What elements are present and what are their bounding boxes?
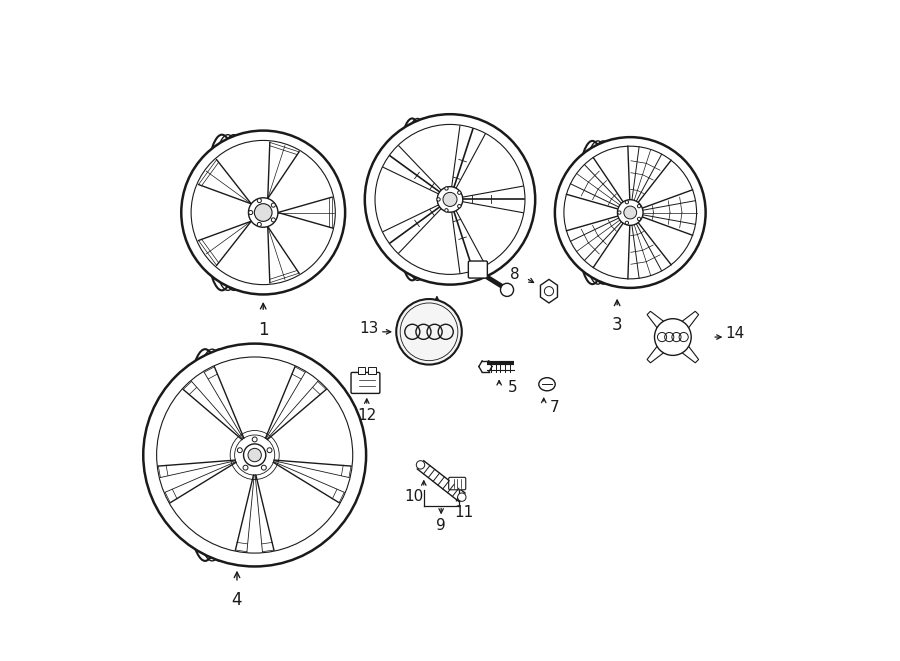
Circle shape — [445, 209, 448, 212]
Circle shape — [624, 206, 636, 219]
Circle shape — [238, 447, 242, 453]
Text: 13: 13 — [359, 321, 378, 336]
Ellipse shape — [181, 131, 345, 294]
Ellipse shape — [191, 140, 336, 285]
Ellipse shape — [143, 344, 366, 566]
Text: 7: 7 — [550, 400, 560, 414]
Circle shape — [500, 284, 514, 296]
Circle shape — [257, 222, 261, 227]
Polygon shape — [541, 280, 557, 303]
Circle shape — [654, 319, 691, 356]
Text: 9: 9 — [436, 518, 446, 533]
Circle shape — [437, 186, 463, 212]
Circle shape — [626, 200, 628, 204]
Text: 3: 3 — [612, 316, 623, 334]
Circle shape — [252, 437, 257, 442]
Circle shape — [271, 203, 275, 207]
Text: 2: 2 — [432, 313, 442, 330]
Circle shape — [457, 493, 466, 501]
Ellipse shape — [375, 124, 525, 274]
Circle shape — [243, 465, 248, 470]
Text: 6: 6 — [502, 238, 512, 253]
Polygon shape — [647, 311, 671, 336]
Text: 11: 11 — [454, 505, 473, 520]
Circle shape — [267, 447, 272, 453]
Circle shape — [271, 218, 275, 222]
FancyBboxPatch shape — [368, 368, 376, 373]
Text: 5: 5 — [508, 380, 518, 395]
Circle shape — [445, 187, 448, 190]
FancyBboxPatch shape — [351, 372, 380, 393]
Text: 10: 10 — [404, 489, 424, 504]
Circle shape — [417, 461, 425, 469]
Ellipse shape — [564, 146, 697, 279]
FancyBboxPatch shape — [449, 477, 465, 490]
Circle shape — [436, 198, 440, 201]
Ellipse shape — [555, 137, 706, 288]
Circle shape — [248, 198, 278, 227]
Circle shape — [396, 299, 462, 365]
Polygon shape — [647, 338, 671, 363]
Circle shape — [255, 204, 272, 221]
Circle shape — [637, 204, 641, 208]
Polygon shape — [674, 311, 698, 336]
Circle shape — [244, 444, 266, 466]
Ellipse shape — [364, 114, 536, 285]
Polygon shape — [674, 338, 698, 363]
Text: 8: 8 — [510, 266, 519, 282]
Circle shape — [617, 200, 644, 225]
Circle shape — [626, 221, 628, 225]
Circle shape — [261, 465, 266, 470]
Circle shape — [457, 204, 461, 208]
Text: 4: 4 — [231, 592, 242, 609]
Circle shape — [248, 448, 261, 462]
Text: 14: 14 — [725, 327, 744, 341]
Circle shape — [637, 217, 641, 221]
Circle shape — [457, 191, 461, 194]
Text: 1: 1 — [258, 321, 268, 338]
Ellipse shape — [539, 377, 555, 391]
Ellipse shape — [157, 357, 353, 553]
FancyBboxPatch shape — [468, 261, 488, 278]
FancyBboxPatch shape — [357, 368, 365, 373]
Circle shape — [248, 210, 253, 215]
Text: 12: 12 — [357, 408, 376, 423]
Circle shape — [443, 192, 457, 206]
Circle shape — [257, 198, 261, 203]
Circle shape — [617, 211, 621, 214]
